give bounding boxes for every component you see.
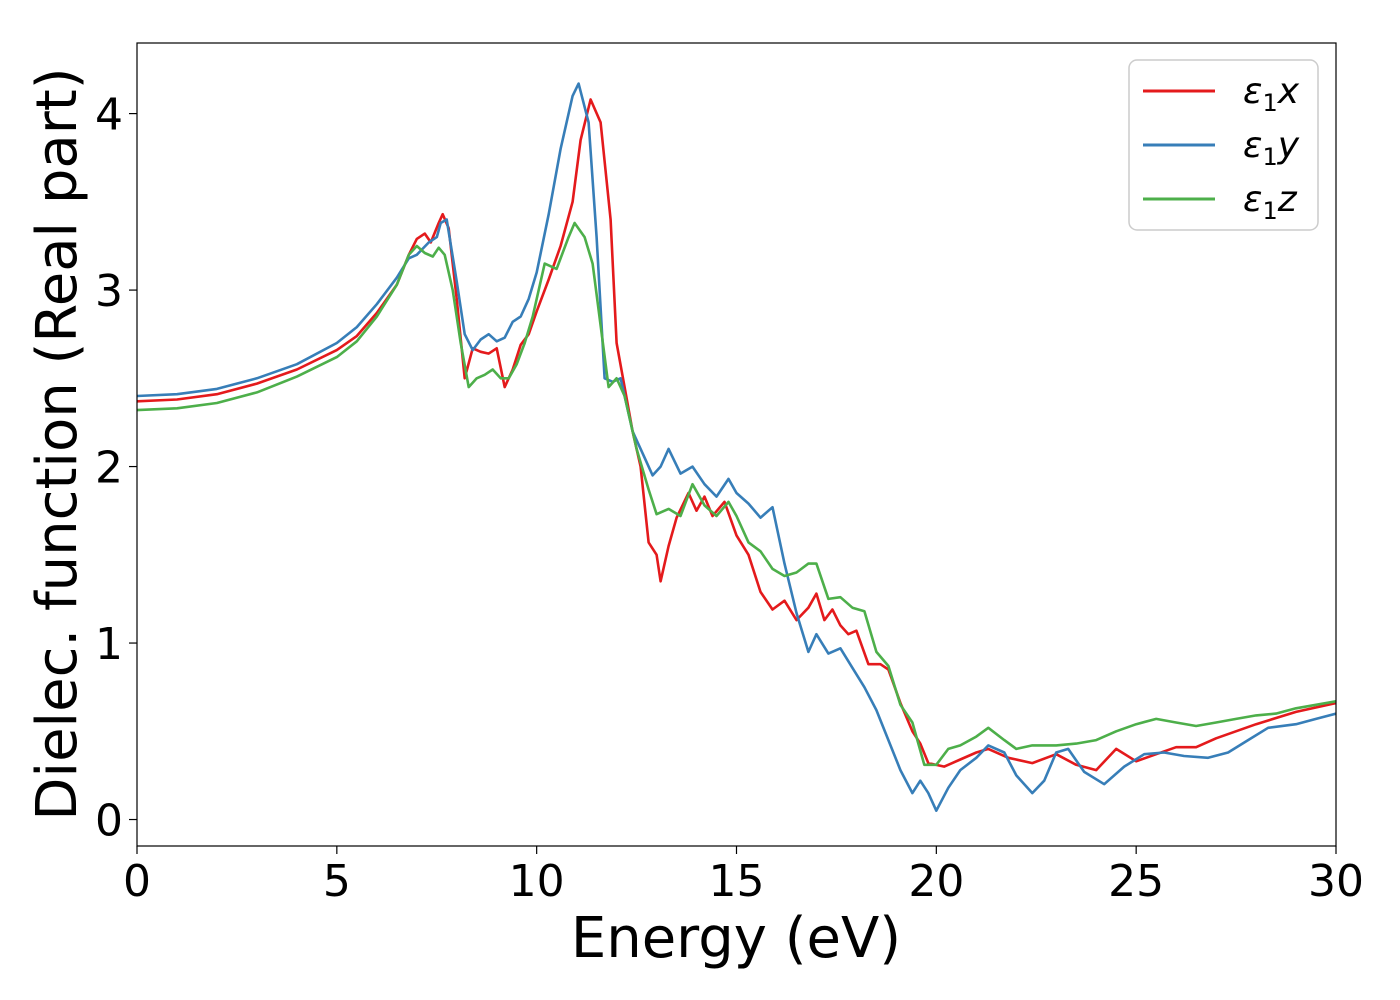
x-tick-label: 5 bbox=[323, 856, 351, 907]
legend-box bbox=[1128, 59, 1319, 231]
x-tick-label: 15 bbox=[709, 856, 765, 907]
y-tick-label: 1 bbox=[95, 619, 123, 670]
x-tick-label: 25 bbox=[1108, 856, 1164, 907]
x-tick-label: 0 bbox=[123, 856, 151, 907]
x-tick-label: 30 bbox=[1308, 856, 1364, 907]
x-tick-label: 20 bbox=[908, 856, 964, 907]
y-tick-label: 2 bbox=[95, 443, 123, 494]
series-line-x bbox=[137, 98, 1336, 772]
y-tick-label: 3 bbox=[95, 266, 123, 317]
y-tick-label: 0 bbox=[95, 796, 123, 847]
x-tick-label: 10 bbox=[509, 856, 565, 907]
legend: ε1x ε1y ε1z bbox=[1128, 59, 1319, 231]
series-line-z bbox=[137, 221, 1336, 767]
legend-label-y: ε1y bbox=[1243, 125, 1300, 171]
y-axis: 0 1 2 3 4 bbox=[95, 90, 137, 847]
series-line-y bbox=[137, 82, 1336, 812]
y-axis-title: Dielec. function (Real part) bbox=[25, 67, 90, 820]
legend-label-z: ε1z bbox=[1243, 179, 1298, 225]
x-axis-title: Energy (eV) bbox=[571, 906, 901, 971]
y-tick-label: 4 bbox=[95, 90, 123, 141]
legend-label-x: ε1x bbox=[1243, 71, 1300, 117]
x-axis: 0 5 10 15 20 25 30 bbox=[123, 846, 1364, 907]
series-layer bbox=[137, 82, 1336, 812]
